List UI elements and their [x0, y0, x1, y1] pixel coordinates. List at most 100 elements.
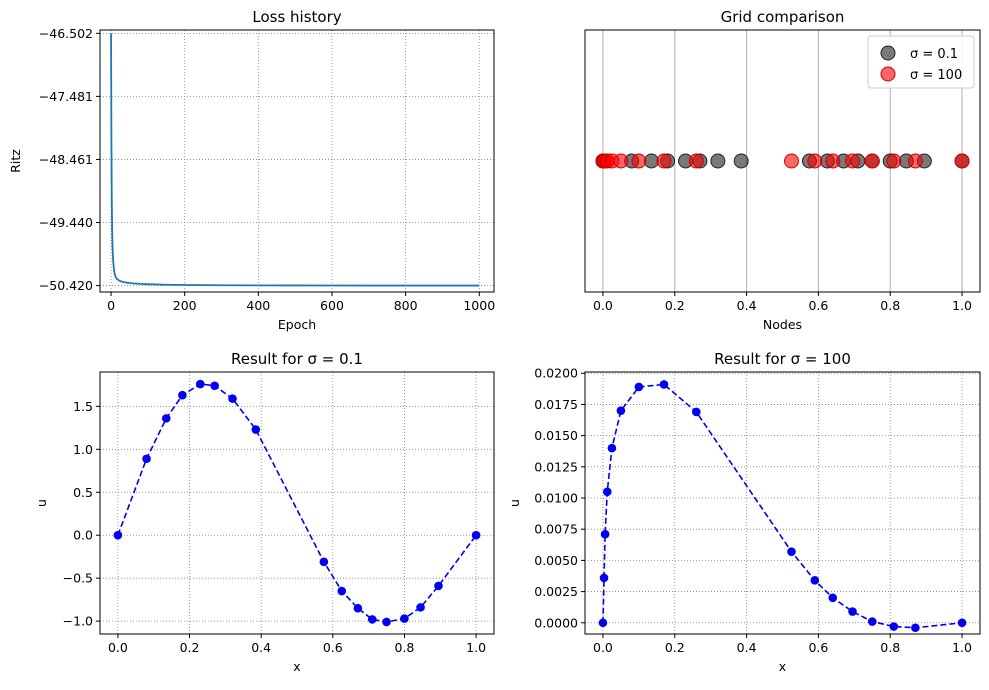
- result-point: [416, 603, 425, 612]
- result-point: [828, 593, 838, 603]
- y-tick-label: 0.0000: [534, 615, 578, 630]
- y-tick-label: 0.0100: [534, 491, 578, 506]
- point-sigma-100: [864, 153, 880, 169]
- y-axis-label: u: [34, 499, 49, 507]
- chart-res1: 0.0 0.2 0.4 0.6 0.8 1.0 −1.0 −0.5 0.0 0.5 1.0 1.5 Re…: [34, 350, 495, 674]
- result-point: [848, 607, 857, 616]
- chart-grid: 0.0 0.2 0.4 0.6 0.8 1.0 Grid comparison Nodes σ …: [584, 8, 981, 332]
- chart-title: Loss history: [252, 8, 341, 26]
- chart-res2: 0.0 0.2 0.4 0.6 0.8 1.0 0.0000 0.0025 0.0050 0.00…: [507, 350, 981, 674]
- chart-title: Result for σ = 100: [714, 350, 851, 368]
- x-tick-label: 0.6: [323, 640, 343, 655]
- y-tick-label: −46.502: [39, 26, 93, 41]
- result-point: [400, 614, 409, 623]
- result-point: [616, 406, 626, 415]
- y-tick-label: −50.420: [39, 278, 93, 293]
- point-sigma-0.1: [733, 153, 749, 169]
- result-point: [599, 573, 609, 583]
- y-axis-label: Ritz: [8, 149, 23, 173]
- plot-frame: [584, 371, 981, 635]
- result-point: [319, 557, 329, 567]
- y-tick-label: 0.0075: [534, 522, 578, 537]
- y-tick-label: −47.481: [39, 89, 93, 104]
- x-tick-label: 0.8: [880, 298, 900, 313]
- x-axis-label: Nodes: [763, 317, 802, 332]
- result-point: [634, 382, 644, 392]
- x-tick-label: 0.0: [593, 640, 613, 655]
- x-tick-label: 1.0: [466, 640, 486, 655]
- y-tick-label: −49.440: [39, 215, 93, 230]
- y-tick-label: −0.5: [63, 571, 93, 586]
- legend: σ = 0.1 σ = 100: [867, 35, 975, 89]
- point-sigma-100: [807, 153, 823, 169]
- point-sigma-100: [907, 153, 923, 169]
- legend-marker-sigma-100: [880, 66, 896, 82]
- y-tick-label: 1.5: [73, 399, 93, 414]
- result-point: [434, 581, 443, 591]
- x-tick-label: 0.6: [808, 640, 828, 655]
- x-tick-label: 0: [107, 298, 115, 313]
- result-point: [142, 454, 151, 464]
- plot-frame: [99, 29, 495, 293]
- x-tick-label: 0.6: [808, 298, 828, 313]
- y-tick-label: −48.461: [39, 152, 93, 167]
- y-tick-label: 0.0: [73, 528, 93, 543]
- result-point: [957, 618, 967, 628]
- result-point: [353, 603, 363, 613]
- point-sigma-100: [845, 153, 861, 169]
- plot-frame: [584, 29, 981, 293]
- x-tick-label: 0.2: [665, 640, 685, 655]
- x-tick-label: 1.0: [952, 640, 972, 655]
- x-axis-label: x: [779, 659, 786, 674]
- y-tick-label: −1.0: [63, 614, 93, 629]
- plot-frame: [99, 371, 495, 635]
- point-sigma-100: [631, 153, 647, 169]
- result-point: [210, 381, 219, 391]
- x-tick-label: 0.4: [737, 640, 757, 655]
- x-tick-label: 0.0: [108, 640, 128, 655]
- point-sigma-100: [656, 153, 672, 169]
- point-sigma-0.1: [710, 153, 726, 169]
- result-point: [367, 615, 377, 624]
- x-tick-label: 400: [246, 298, 270, 313]
- result-point: [228, 394, 237, 403]
- y-tick-label: 0.0200: [534, 366, 578, 381]
- result-point: [787, 547, 796, 556]
- y-tick-label: 0.0175: [534, 397, 578, 412]
- x-tick-label: 1000: [463, 298, 495, 313]
- result-point: [810, 576, 820, 585]
- x-tick-label: 0.2: [665, 298, 685, 313]
- result-point: [602, 487, 612, 497]
- result-point: [692, 407, 701, 417]
- result-point: [382, 617, 391, 627]
- result-line: [117, 383, 477, 623]
- point-sigma-100: [783, 153, 799, 169]
- y-tick-label: 0.0025: [534, 584, 578, 599]
- y-tick-label: 0.0150: [534, 428, 578, 443]
- point-sigma-100: [954, 153, 970, 169]
- result-point: [251, 425, 261, 434]
- result-point: [178, 390, 187, 400]
- y-axis-label: u: [507, 499, 522, 507]
- x-tick-label: 0.8: [880, 640, 900, 655]
- result-point: [607, 443, 617, 453]
- chart-title: Result for σ = 0.1: [231, 350, 363, 368]
- result-point: [911, 623, 920, 633]
- result-point: [867, 617, 877, 626]
- point-sigma-100: [613, 153, 629, 169]
- legend-label-sigma-0.1: σ = 0.1: [910, 47, 958, 62]
- y-tick-label: 1.0: [73, 442, 93, 457]
- result-point: [471, 530, 481, 540]
- x-tick-label: 0.2: [180, 640, 200, 655]
- y-tick-label: 0.5: [73, 485, 93, 500]
- result-point: [659, 380, 669, 389]
- chart-title: Grid comparison: [721, 8, 845, 26]
- result-point: [113, 530, 123, 540]
- chart-loss: 0 200 400 600 800 1000 −46.502 −47.481 −48.461 −4…: [8, 8, 495, 332]
- legend-marker-sigma-0.1: [880, 45, 896, 61]
- x-tick-label: 200: [173, 298, 197, 313]
- y-tick-label: 0.0050: [534, 553, 578, 568]
- result-line: [602, 383, 963, 629]
- point-sigma-100: [886, 153, 902, 169]
